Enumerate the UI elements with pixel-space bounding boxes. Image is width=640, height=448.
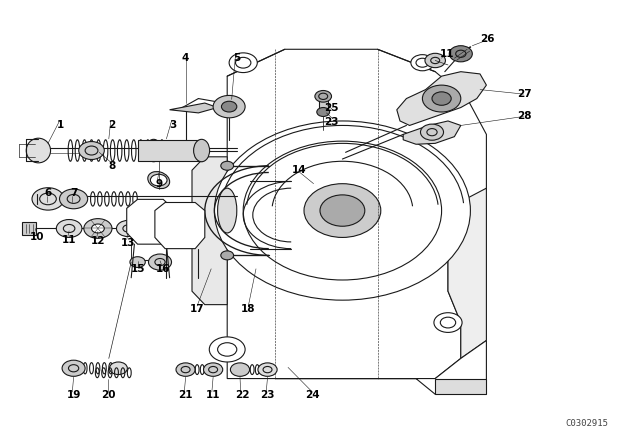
Text: 8: 8 [108,161,116,171]
Polygon shape [403,121,461,144]
Text: 20: 20 [102,390,116,400]
Ellipse shape [218,188,237,233]
Bar [319,99,328,110]
Circle shape [315,90,332,102]
Text: 5: 5 [233,53,241,63]
Text: C0302915: C0302915 [565,419,608,428]
Ellipse shape [193,139,210,162]
Circle shape [243,141,442,280]
Circle shape [148,254,172,270]
Circle shape [229,53,257,73]
Text: 27: 27 [518,89,532,99]
Circle shape [214,121,470,300]
Ellipse shape [221,251,234,260]
Circle shape [204,363,223,376]
Text: 21: 21 [179,390,193,400]
Text: 10: 10 [30,233,44,242]
Polygon shape [127,199,173,244]
Text: 4: 4 [182,53,189,63]
Circle shape [449,46,472,62]
Circle shape [422,85,461,112]
Circle shape [79,142,104,159]
Circle shape [258,363,277,376]
Circle shape [32,188,64,210]
Ellipse shape [26,138,51,163]
Text: 16: 16 [156,264,170,274]
Text: 25: 25 [324,103,339,112]
Text: 18: 18 [241,304,255,314]
Circle shape [92,224,104,233]
Circle shape [420,124,444,140]
Ellipse shape [146,139,161,162]
Circle shape [425,53,445,68]
Circle shape [304,184,381,237]
Text: 12: 12 [91,236,105,246]
Circle shape [62,360,85,376]
Text: 24: 24 [305,390,319,400]
Circle shape [116,220,140,237]
Polygon shape [192,157,227,305]
Text: 19: 19 [67,390,81,400]
Text: 7: 7 [70,188,77,198]
Text: 11: 11 [440,49,454,59]
Text: 22: 22 [235,390,249,400]
Bar [138,140,202,161]
Polygon shape [227,49,486,379]
Circle shape [411,55,434,71]
Text: 1: 1 [57,121,65,130]
Text: 13: 13 [121,238,135,248]
Polygon shape [448,188,486,358]
Polygon shape [397,72,486,125]
Polygon shape [435,379,486,394]
Text: 14: 14 [292,165,307,175]
Text: 2: 2 [108,121,116,130]
Ellipse shape [148,172,170,189]
Text: 28: 28 [518,112,532,121]
Circle shape [109,362,127,375]
Text: 11: 11 [206,390,220,400]
Ellipse shape [221,161,234,170]
Circle shape [213,95,245,118]
Text: 17: 17 [190,304,204,314]
Polygon shape [275,340,486,394]
Circle shape [60,189,88,209]
Circle shape [84,219,112,238]
Circle shape [230,363,250,376]
Polygon shape [155,202,205,249]
Circle shape [317,108,330,116]
Polygon shape [170,103,218,113]
Circle shape [130,257,145,267]
Text: 11: 11 [62,235,76,245]
Text: 9: 9 [155,179,163,189]
Circle shape [150,174,167,186]
Text: 23: 23 [260,390,275,400]
Circle shape [56,220,82,237]
Circle shape [209,337,245,362]
Circle shape [221,101,237,112]
Text: 26: 26 [481,34,495,44]
Text: 23: 23 [324,117,339,127]
Text: 15: 15 [131,264,145,274]
Circle shape [434,313,462,332]
Circle shape [176,363,195,376]
Text: 6: 6 [44,188,52,198]
Circle shape [432,92,451,105]
Circle shape [320,195,365,226]
Text: 3: 3 [169,121,177,130]
Bar [22,222,36,235]
